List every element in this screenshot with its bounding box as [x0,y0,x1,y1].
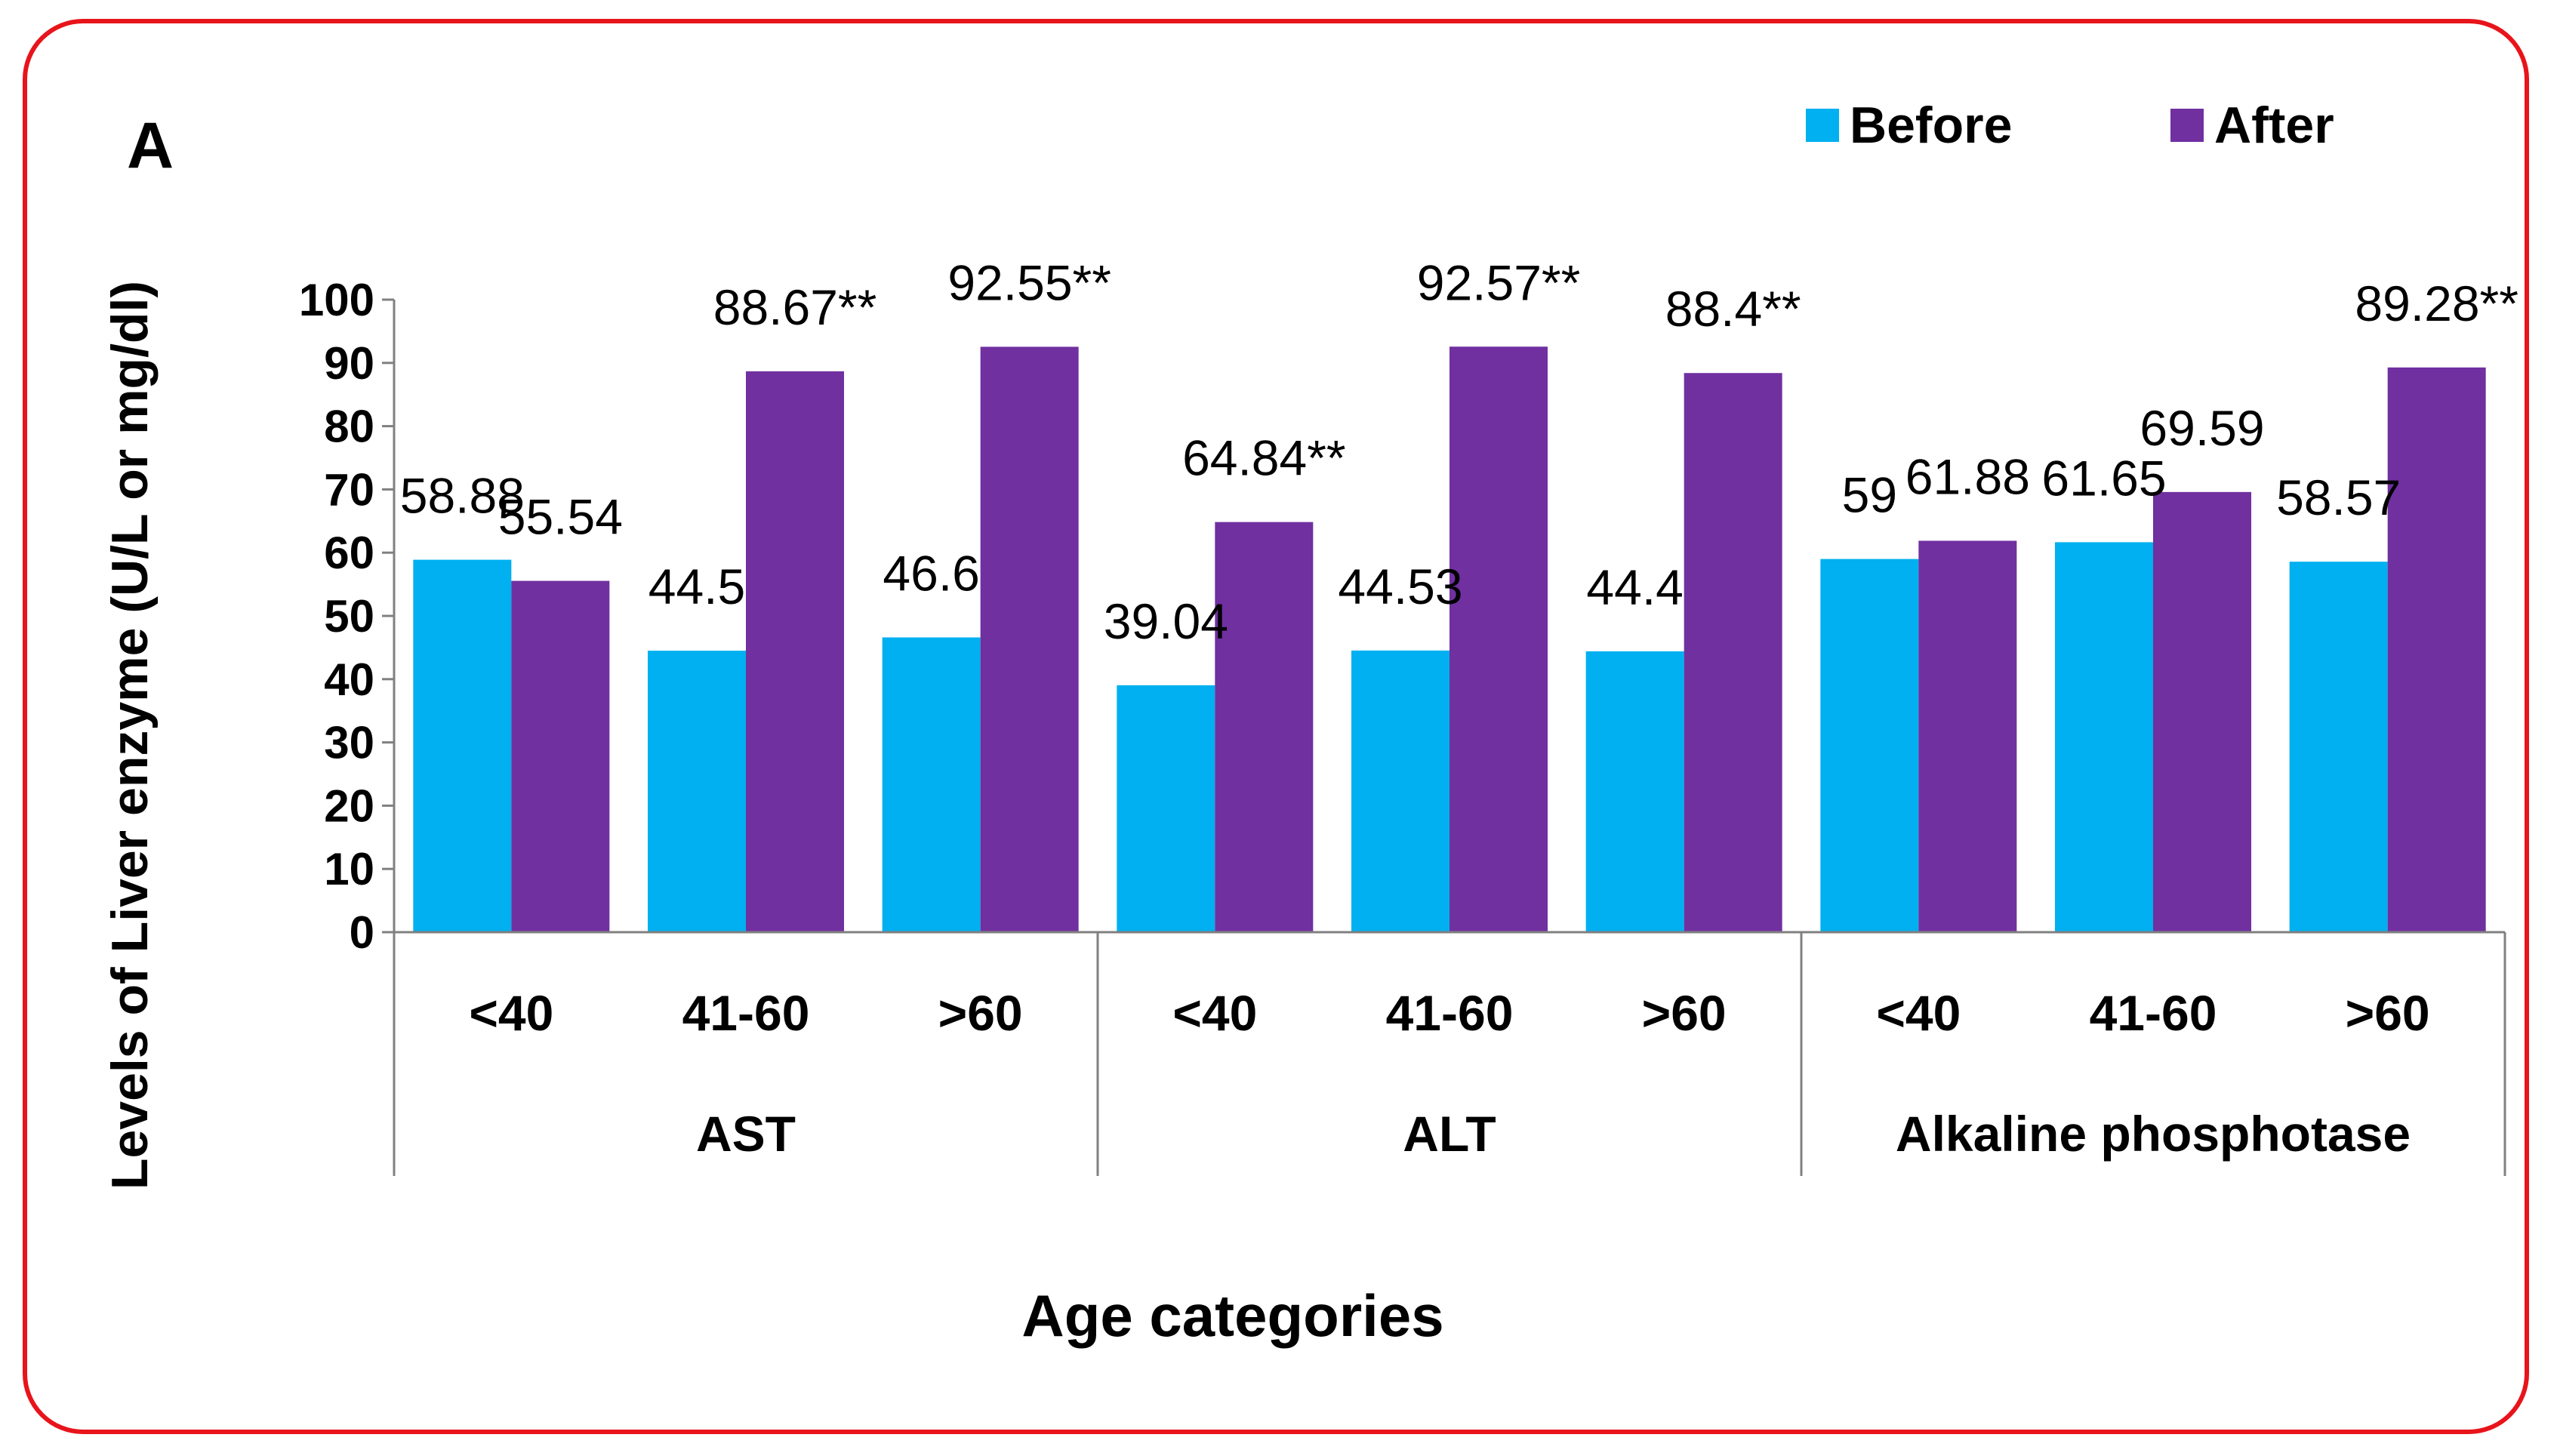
group-label: AST [696,1106,796,1162]
legend-swatch-after [2170,109,2204,142]
data-label: 55.54 [498,489,623,545]
bar-after-2 [746,371,844,932]
data-label: 44.53 [1338,559,1462,614]
y-axis-title: Levels of Liver enzyme (U/L or mg/dl) [101,281,159,1190]
data-label: 88.4** [1665,281,1801,337]
y-tick-label: 20 [324,780,374,831]
data-label: 46.6 [883,545,979,601]
bar-after-7 [1918,540,2017,932]
y-tick-label: 90 [324,338,374,389]
bar-before-6 [1585,651,1684,932]
bar-after-6 [1684,373,1782,932]
legend-label-before: Before [1850,97,2012,154]
data-label: 59 [1842,467,1897,523]
data-label: 69.59 [2140,400,2264,456]
category-label: >60 [1642,985,1727,1041]
bar-before-5 [1351,650,1449,932]
group-label: Alkaline phosphotase [1896,1106,2411,1162]
category-label: >60 [2346,985,2430,1041]
data-label: 58.57 [2276,469,2401,525]
data-label: 44.5 [648,559,745,614]
data-label: 44.4 [1586,559,1683,615]
bar-before-4 [1117,685,1215,932]
data-label: 58.88 [400,468,525,524]
legend-label-after: After [2214,97,2334,154]
data-label: 64.84** [1182,430,1346,486]
bar-before-9 [2289,562,2388,932]
bar-before-8 [2055,542,2153,932]
bar-before-7 [1820,559,1919,932]
y-tick-label: 70 [324,464,374,515]
y-tick-label: 0 [350,907,374,958]
category-label: <40 [469,985,553,1041]
data-label: 61.65 [2041,450,2166,506]
bar-before-2 [648,651,746,932]
category-label: 41-60 [1386,985,1514,1041]
bar-after-1 [511,580,610,932]
bar-before-3 [882,637,981,932]
y-tick-label: 50 [324,591,374,642]
panel-label: A [127,109,174,182]
y-tick-label: 40 [324,654,374,705]
data-label: 39.04 [1104,593,1228,649]
bar-after-3 [980,346,1079,932]
y-tick-label: 30 [324,718,374,768]
data-label: 61.88 [1905,448,2030,504]
data-label: 89.28** [2355,276,2518,331]
category-label: <40 [1172,985,1257,1041]
y-tick-label: 100 [299,275,374,325]
category-label: >60 [938,985,1023,1041]
group-label: ALT [1403,1106,1496,1162]
category-label: 41-60 [682,985,810,1041]
data-label: 88.67** [713,279,877,335]
legend-swatch-before [1806,109,1839,142]
category-label: <40 [1876,985,1961,1041]
data-label: 92.57** [1417,254,1581,310]
y-tick-label: 60 [324,528,374,578]
category-label: 41-60 [2090,985,2217,1041]
y-tick-label: 80 [324,402,374,452]
data-label: 92.55** [947,254,1111,310]
bar-before-1 [413,559,512,932]
y-tick-label: 10 [324,844,374,894]
x-axis-title: Age categories [1021,1282,1443,1349]
bar-after-4 [1215,522,1314,932]
bar-after-8 [2153,491,2251,932]
bar-after-9 [2387,367,2486,932]
bar-after-5 [1449,346,1548,932]
